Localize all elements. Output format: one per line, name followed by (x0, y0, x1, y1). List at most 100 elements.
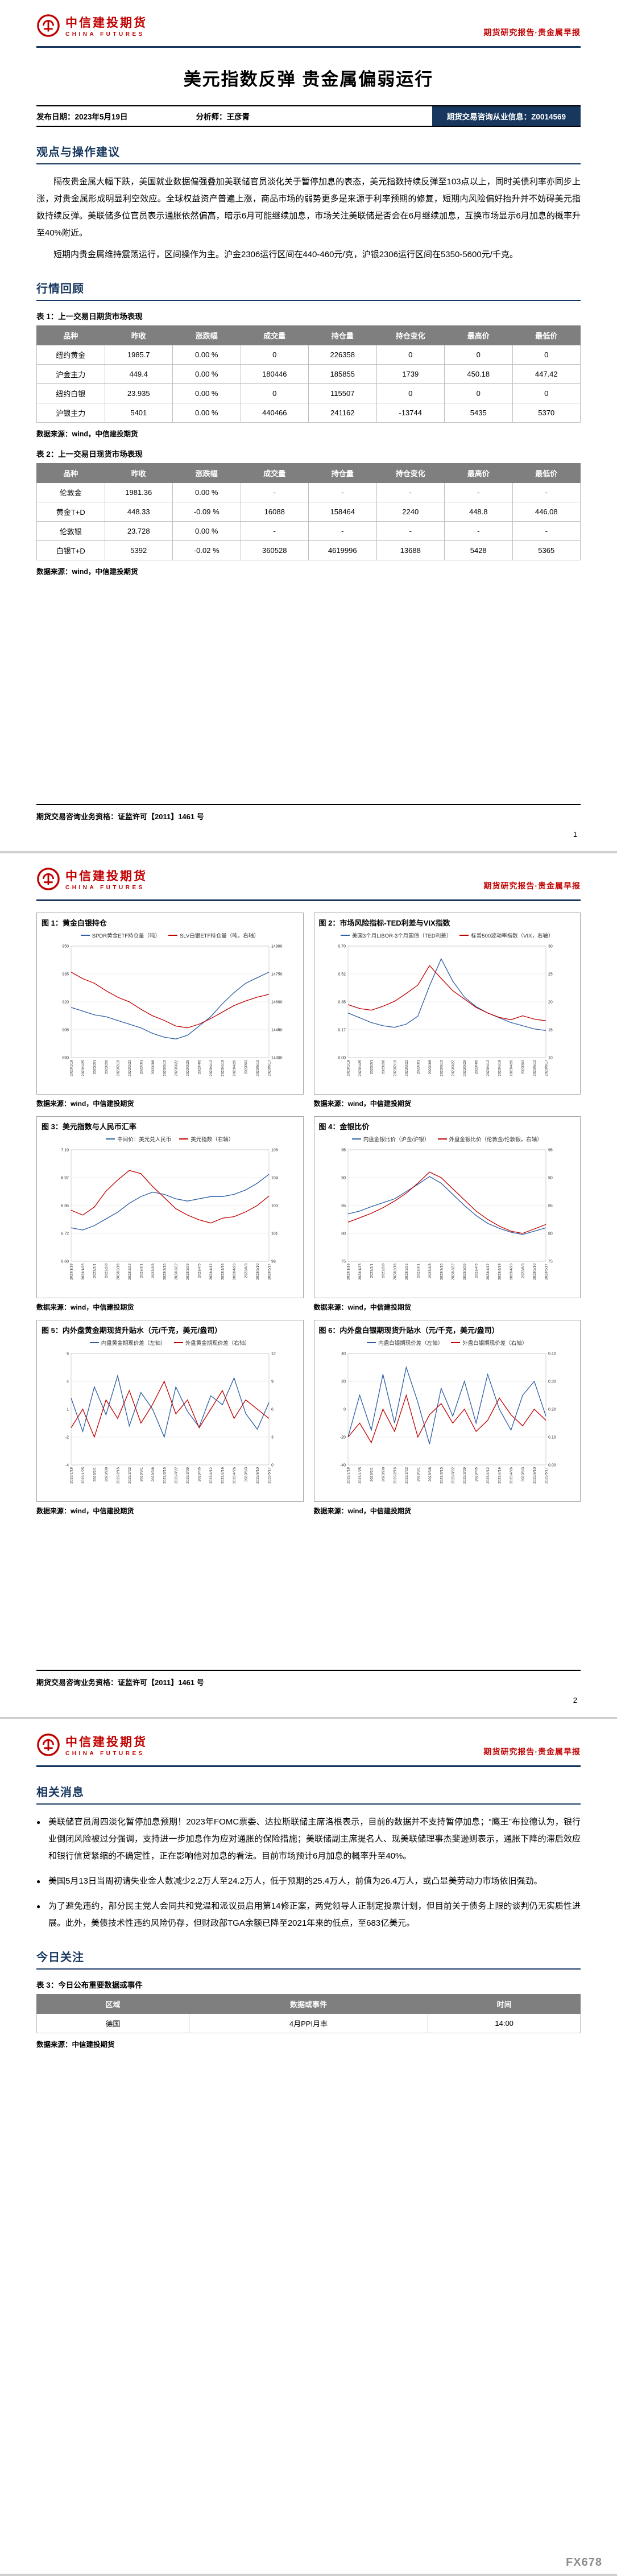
svg-text:2023/2/1: 2023/2/1 (93, 1264, 97, 1278)
svg-text:2023/3/1: 2023/3/1 (417, 1467, 421, 1482)
series-line (348, 965, 546, 1021)
column-header: 最高价 (444, 325, 513, 345)
column-header: 成交量 (240, 325, 309, 345)
series-line (348, 1176, 546, 1235)
table-cell: 0 (376, 345, 445, 365)
svg-text:99: 99 (271, 1260, 276, 1264)
table-row: 沪银主力 5401 0.00 % 440466 241162 -13744 5435 5370 (36, 403, 581, 423)
svg-text:2023/1/25: 2023/1/25 (81, 1467, 85, 1484)
svg-text:6: 6 (67, 1352, 69, 1356)
svg-text:2023/3/15: 2023/3/15 (440, 1060, 444, 1076)
svg-text:2023/2/22: 2023/2/22 (405, 1467, 409, 1484)
qualification-text: 期货交易咨询业务资格：证监许可【2011】1461 号 (36, 812, 204, 821)
report-series-tag: 期货研究报告·贵金属早报 (483, 1747, 581, 1756)
company-logo: 中信建投期货 CHINA FUTURES (36, 867, 147, 894)
figure-plot: 75 75 80 80 85 85 90 90 95 95 2023/1/18 2023/1/25 20… (317, 1144, 578, 1297)
column-header: 涨跌幅 (172, 463, 241, 483)
svg-text:2023/3/8: 2023/3/8 (428, 1467, 432, 1482)
svg-text:2023/3/29: 2023/3/29 (186, 1060, 190, 1076)
svg-text:2023/5/3: 2023/5/3 (244, 1060, 248, 1075)
table-cell: 0.00 % (172, 364, 241, 384)
company-name-en: CHINA FUTURES (65, 31, 145, 38)
svg-text:20: 20 (341, 1380, 346, 1384)
svg-text:0.00: 0.00 (548, 1464, 556, 1468)
table-row: 伦敦金 1981.36 0.00 % - - - - - (36, 482, 581, 502)
svg-text:2023/2/8: 2023/2/8 (382, 1060, 386, 1075)
table-cell: - (376, 521, 445, 541)
svg-text:2023/3/8: 2023/3/8 (428, 1060, 432, 1075)
svg-text:2023/2/8: 2023/2/8 (105, 1467, 109, 1482)
svg-text:2023/5/17: 2023/5/17 (267, 1060, 271, 1076)
svg-text:2023/3/22: 2023/3/22 (452, 1467, 455, 1484)
svg-text:2023/4/26: 2023/4/26 (510, 1060, 514, 1076)
svg-text:2023/4/19: 2023/4/19 (221, 1060, 225, 1076)
figure-source: 数据来源：wind，中信建投期货 (313, 1303, 411, 1311)
company-logo-icon (36, 867, 60, 894)
table-cell: - (444, 521, 513, 541)
list-item: 隔夜贵金属大幅下跌，美国就业数据偏强叠加美联储官员淡化关于暂停加息的表态，美元指… (36, 177, 581, 238)
table-cell: 448.33 (104, 502, 173, 522)
svg-text:2023/3/15: 2023/3/15 (163, 1264, 167, 1280)
svg-text:2023/1/18: 2023/1/18 (347, 1467, 351, 1484)
svg-text:2023/4/26: 2023/4/26 (510, 1467, 514, 1484)
figure-title: 图 3：美元指数与人民币汇率 (42, 1122, 136, 1131)
column-header: 持仓变化 (376, 325, 445, 345)
svg-text:2023/1/25: 2023/1/25 (358, 1060, 362, 1076)
svg-text:2023/5/17: 2023/5/17 (267, 1264, 271, 1280)
svg-text:14300: 14300 (271, 1056, 283, 1060)
svg-text:2023/2/15: 2023/2/15 (116, 1060, 120, 1076)
svg-text:0.70: 0.70 (338, 945, 346, 949)
table-row: 纽约黄金 1985.7 0.00 % 0 226358 0 0 0 (36, 345, 581, 365)
svg-text:2023/5/10: 2023/5/10 (256, 1060, 260, 1076)
svg-text:2023/2/22: 2023/2/22 (405, 1264, 409, 1280)
svg-text:2023/2/15: 2023/2/15 (394, 1467, 397, 1484)
table-cell: 0.00 % (172, 383, 241, 403)
legend-item: 中间价：美元兑人民币 (106, 1135, 171, 1143)
company-name-en: CHINA FUTURES (65, 1750, 145, 1757)
table-cell: 5370 (512, 403, 581, 423)
svg-text:2023/4/12: 2023/4/12 (486, 1467, 490, 1484)
svg-text:2023/2/8: 2023/2/8 (382, 1467, 386, 1482)
table-cell: 1985.7 (104, 345, 173, 365)
series-line (71, 972, 270, 1039)
svg-text:2023/2/1: 2023/2/1 (93, 1467, 97, 1482)
column-header: 时间 (428, 1994, 581, 2014)
table-cell: 447.42 (512, 364, 581, 384)
table-cell: 0.00 % (172, 482, 241, 502)
svg-text:2023/5/17: 2023/5/17 (545, 1467, 549, 1484)
svg-text:2023/1/25: 2023/1/25 (358, 1264, 362, 1280)
table-header-row: 品种 昨收 涨跌幅 成交量 持仓量 持仓变化 最高价 最低价 (36, 325, 581, 345)
column-header: 品种 (36, 325, 105, 345)
svg-text:0: 0 (271, 1464, 274, 1468)
svg-text:4: 4 (67, 1380, 69, 1384)
svg-text:80: 80 (548, 1232, 553, 1236)
table3-caption: 表 3：今日公布重要数据或事件 (36, 1981, 143, 1989)
legend-swatch (351, 1138, 361, 1140)
svg-text:40: 40 (341, 1352, 346, 1356)
table-cell: 23.935 (104, 383, 173, 403)
legend-swatch (459, 935, 469, 936)
section-title-news: 相关消息 (36, 1783, 581, 1805)
table-cell: 16088 (240, 502, 309, 522)
table-cell: 0.00 % (172, 345, 241, 365)
column-header: 持仓量 (308, 325, 377, 345)
svg-text:14900: 14900 (271, 945, 283, 949)
table-cell: 185855 (308, 364, 377, 384)
legend-swatch (80, 935, 90, 936)
svg-text:2023/4/12: 2023/4/12 (209, 1060, 213, 1076)
table3-source: 数据来源：中信建投期货 (36, 2041, 115, 2049)
svg-text:6.85: 6.85 (61, 1204, 69, 1208)
table-cell: 黄金T+D (36, 502, 105, 522)
news-bullet-list: 美联储官员周四淡化暂停加息预期！2023年FOMC票委、达拉斯联储主席洛根表示，… (36, 1814, 581, 1932)
table-cell: 0 (240, 345, 309, 365)
svg-text:10: 10 (548, 1056, 553, 1060)
legend-item: 美国3个月LIBOR-3个月国债（TED利差） (341, 931, 452, 939)
futures-market-table: 品种 昨收 涨跌幅 成交量 持仓量 持仓变化 最高价 最低价 纽约黄金 1985.7 0.00 % 0… (36, 325, 581, 423)
company-logo-icon (36, 14, 60, 40)
table-cell: 纽约白银 (36, 383, 105, 403)
table-cell: 450.18 (444, 364, 513, 384)
table-cell: 5435 (444, 403, 513, 423)
company-name-cn: 中信建投期货 (65, 16, 147, 30)
svg-text:2023/2/1: 2023/2/1 (370, 1264, 374, 1278)
svg-text:6: 6 (271, 1408, 274, 1412)
